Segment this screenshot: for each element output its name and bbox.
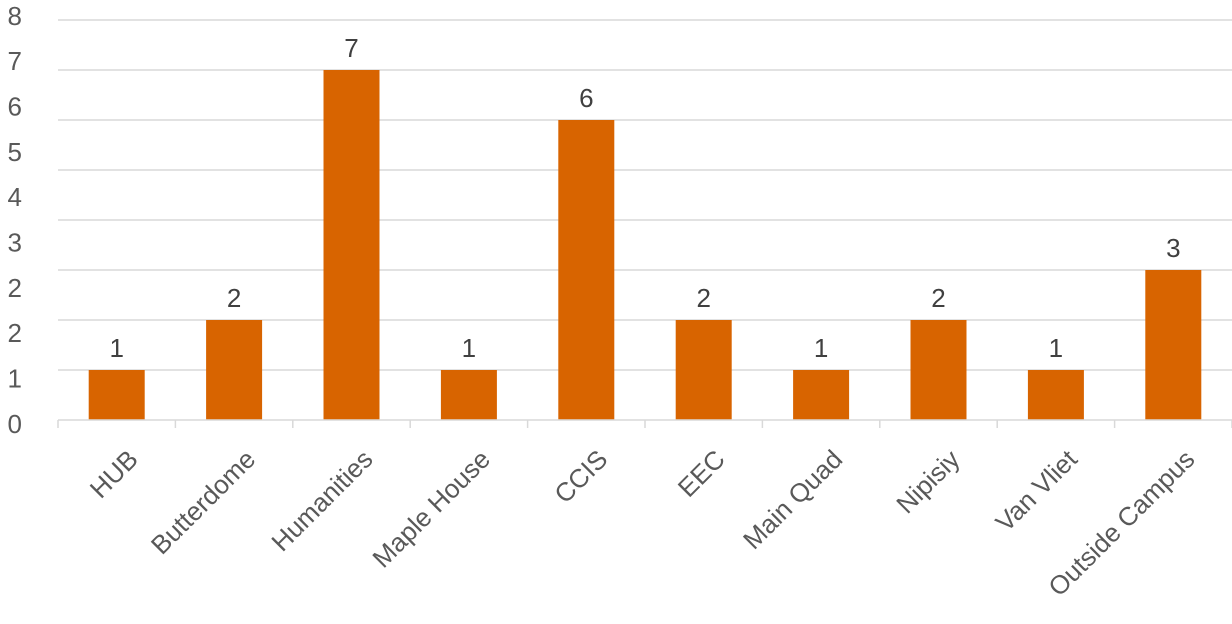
bar-nipisiy [910,320,967,420]
data-label: 7 [344,33,358,63]
bar-eec [675,320,732,420]
x-tick-label: Maple House [366,444,496,574]
x-tick-label: Butterdome [145,444,261,560]
y-tick-label: 1 [8,364,22,394]
y-tick-label: 4 [8,182,22,212]
x-tick-label: Nipisiy [890,444,965,519]
y-tick-label: 2 [8,318,22,348]
x-axis [57,419,1232,428]
y-axis-ticks: 8 7 6 5 4 3 2 2 1 0 [8,1,22,439]
x-tick-label: CCIS [548,444,613,509]
x-tick-label: Main Quad [737,444,848,555]
bar-butterdome [206,320,263,420]
data-label: 2 [696,283,710,313]
data-label: 3 [1166,233,1180,263]
gridlines [58,19,1232,371]
bar-outside-campus [1145,270,1202,420]
data-label: 1 [1049,333,1063,363]
data-label: 2 [227,283,241,313]
y-tick-label: 6 [8,92,22,122]
bars [88,70,1202,420]
bar-van-vliet [1027,370,1084,420]
bar-hub [88,370,145,420]
y-tick-label: 5 [8,137,22,167]
bar-main-quad [793,370,850,420]
x-tick-label: HUB [84,444,144,504]
y-tick-label: 0 [8,409,22,439]
bar-ccis [558,120,615,420]
data-label: 2 [931,283,945,313]
x-tick-label: Van Vliet [990,443,1084,537]
bar-maple-house [440,370,497,420]
bar-humanities [323,70,380,420]
y-tick-label: 2 [8,273,22,303]
y-tick-label: 3 [8,228,22,258]
data-label: 1 [814,333,828,363]
data-label: 1 [462,333,476,363]
y-tick-label: 7 [8,46,22,76]
x-tick-label: Humanities [265,444,378,557]
data-label: 6 [579,83,593,113]
x-tick-label: EEC [672,444,731,503]
y-tick-label: 8 [8,1,22,31]
data-labels: 1 2 7 1 6 2 1 2 1 3 [109,33,1180,363]
data-label: 1 [109,333,123,363]
